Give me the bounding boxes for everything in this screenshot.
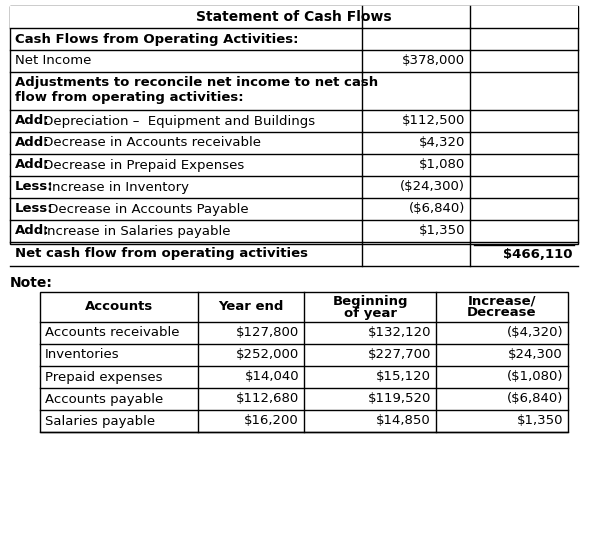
Text: $4,320: $4,320 <box>419 137 465 150</box>
Text: Add:: Add: <box>15 159 50 172</box>
Text: $14,850: $14,850 <box>376 414 431 428</box>
Text: Year end: Year end <box>218 301 284 314</box>
Text: Add:: Add: <box>15 115 50 128</box>
Text: Inventories: Inventories <box>45 348 120 361</box>
Text: $1,080: $1,080 <box>419 159 465 172</box>
Text: $14,040: $14,040 <box>244 370 299 383</box>
Text: Decrease: Decrease <box>467 307 537 319</box>
Text: flow from operating activities:: flow from operating activities: <box>15 91 244 105</box>
Text: ($6,840): ($6,840) <box>409 203 465 215</box>
Text: ($4,320): ($4,320) <box>506 326 563 339</box>
Text: $466,110: $466,110 <box>503 248 573 260</box>
Text: Depreciation –  Equipment and Buildings: Depreciation – Equipment and Buildings <box>38 115 314 128</box>
Text: $112,680: $112,680 <box>236 392 299 406</box>
Text: $227,700: $227,700 <box>368 348 431 361</box>
Text: Salaries payable: Salaries payable <box>45 414 155 428</box>
Text: Add:: Add: <box>15 225 50 237</box>
Text: of year: of year <box>343 307 396 319</box>
Text: Decrease in Prepaid Expenses: Decrease in Prepaid Expenses <box>38 159 244 172</box>
Text: $112,500: $112,500 <box>402 115 465 128</box>
Text: Increase/: Increase/ <box>468 294 536 308</box>
Text: Net Income: Net Income <box>15 55 91 68</box>
Text: Beginning: Beginning <box>332 294 408 308</box>
Text: ($6,840): ($6,840) <box>507 392 563 406</box>
Bar <box>10 6 578 28</box>
Text: Less:: Less: <box>15 203 54 215</box>
Text: Less:: Less: <box>15 181 54 193</box>
Text: Accounts payable: Accounts payable <box>45 392 163 406</box>
Bar <box>10 6 578 244</box>
Text: Increase in Salaries payable: Increase in Salaries payable <box>38 225 230 237</box>
Text: $127,800: $127,800 <box>236 326 299 339</box>
Text: Statement of Cash Flows: Statement of Cash Flows <box>196 10 392 24</box>
Text: Adjustments to reconcile net income to net cash: Adjustments to reconcile net income to n… <box>15 76 378 89</box>
Text: $252,000: $252,000 <box>236 348 299 361</box>
Text: $16,200: $16,200 <box>244 414 299 428</box>
Bar <box>40 292 568 432</box>
Text: Add:: Add: <box>15 137 50 150</box>
Text: Prepaid expenses: Prepaid expenses <box>45 370 162 383</box>
Text: $119,520: $119,520 <box>368 392 431 406</box>
Text: $1,350: $1,350 <box>418 225 465 237</box>
Text: $15,120: $15,120 <box>376 370 431 383</box>
Text: $1,350: $1,350 <box>516 414 563 428</box>
Text: Accounts receivable: Accounts receivable <box>45 326 179 339</box>
Text: $378,000: $378,000 <box>402 55 465 68</box>
Text: Note:: Note: <box>10 276 53 290</box>
Text: Decrease in Accounts Payable: Decrease in Accounts Payable <box>44 203 249 215</box>
Text: Decrease in Accounts receivable: Decrease in Accounts receivable <box>38 137 261 150</box>
Text: Accounts: Accounts <box>85 301 153 314</box>
Text: $132,120: $132,120 <box>368 326 431 339</box>
Text: Cash Flows from Operating Activities:: Cash Flows from Operating Activities: <box>15 33 299 46</box>
Text: Increase in Inventory: Increase in Inventory <box>44 181 189 193</box>
Text: $24,300: $24,300 <box>508 348 563 361</box>
Text: ($1,080): ($1,080) <box>506 370 563 383</box>
Text: Net cash flow from operating activities: Net cash flow from operating activities <box>15 248 308 260</box>
Text: ($24,300): ($24,300) <box>400 181 465 193</box>
